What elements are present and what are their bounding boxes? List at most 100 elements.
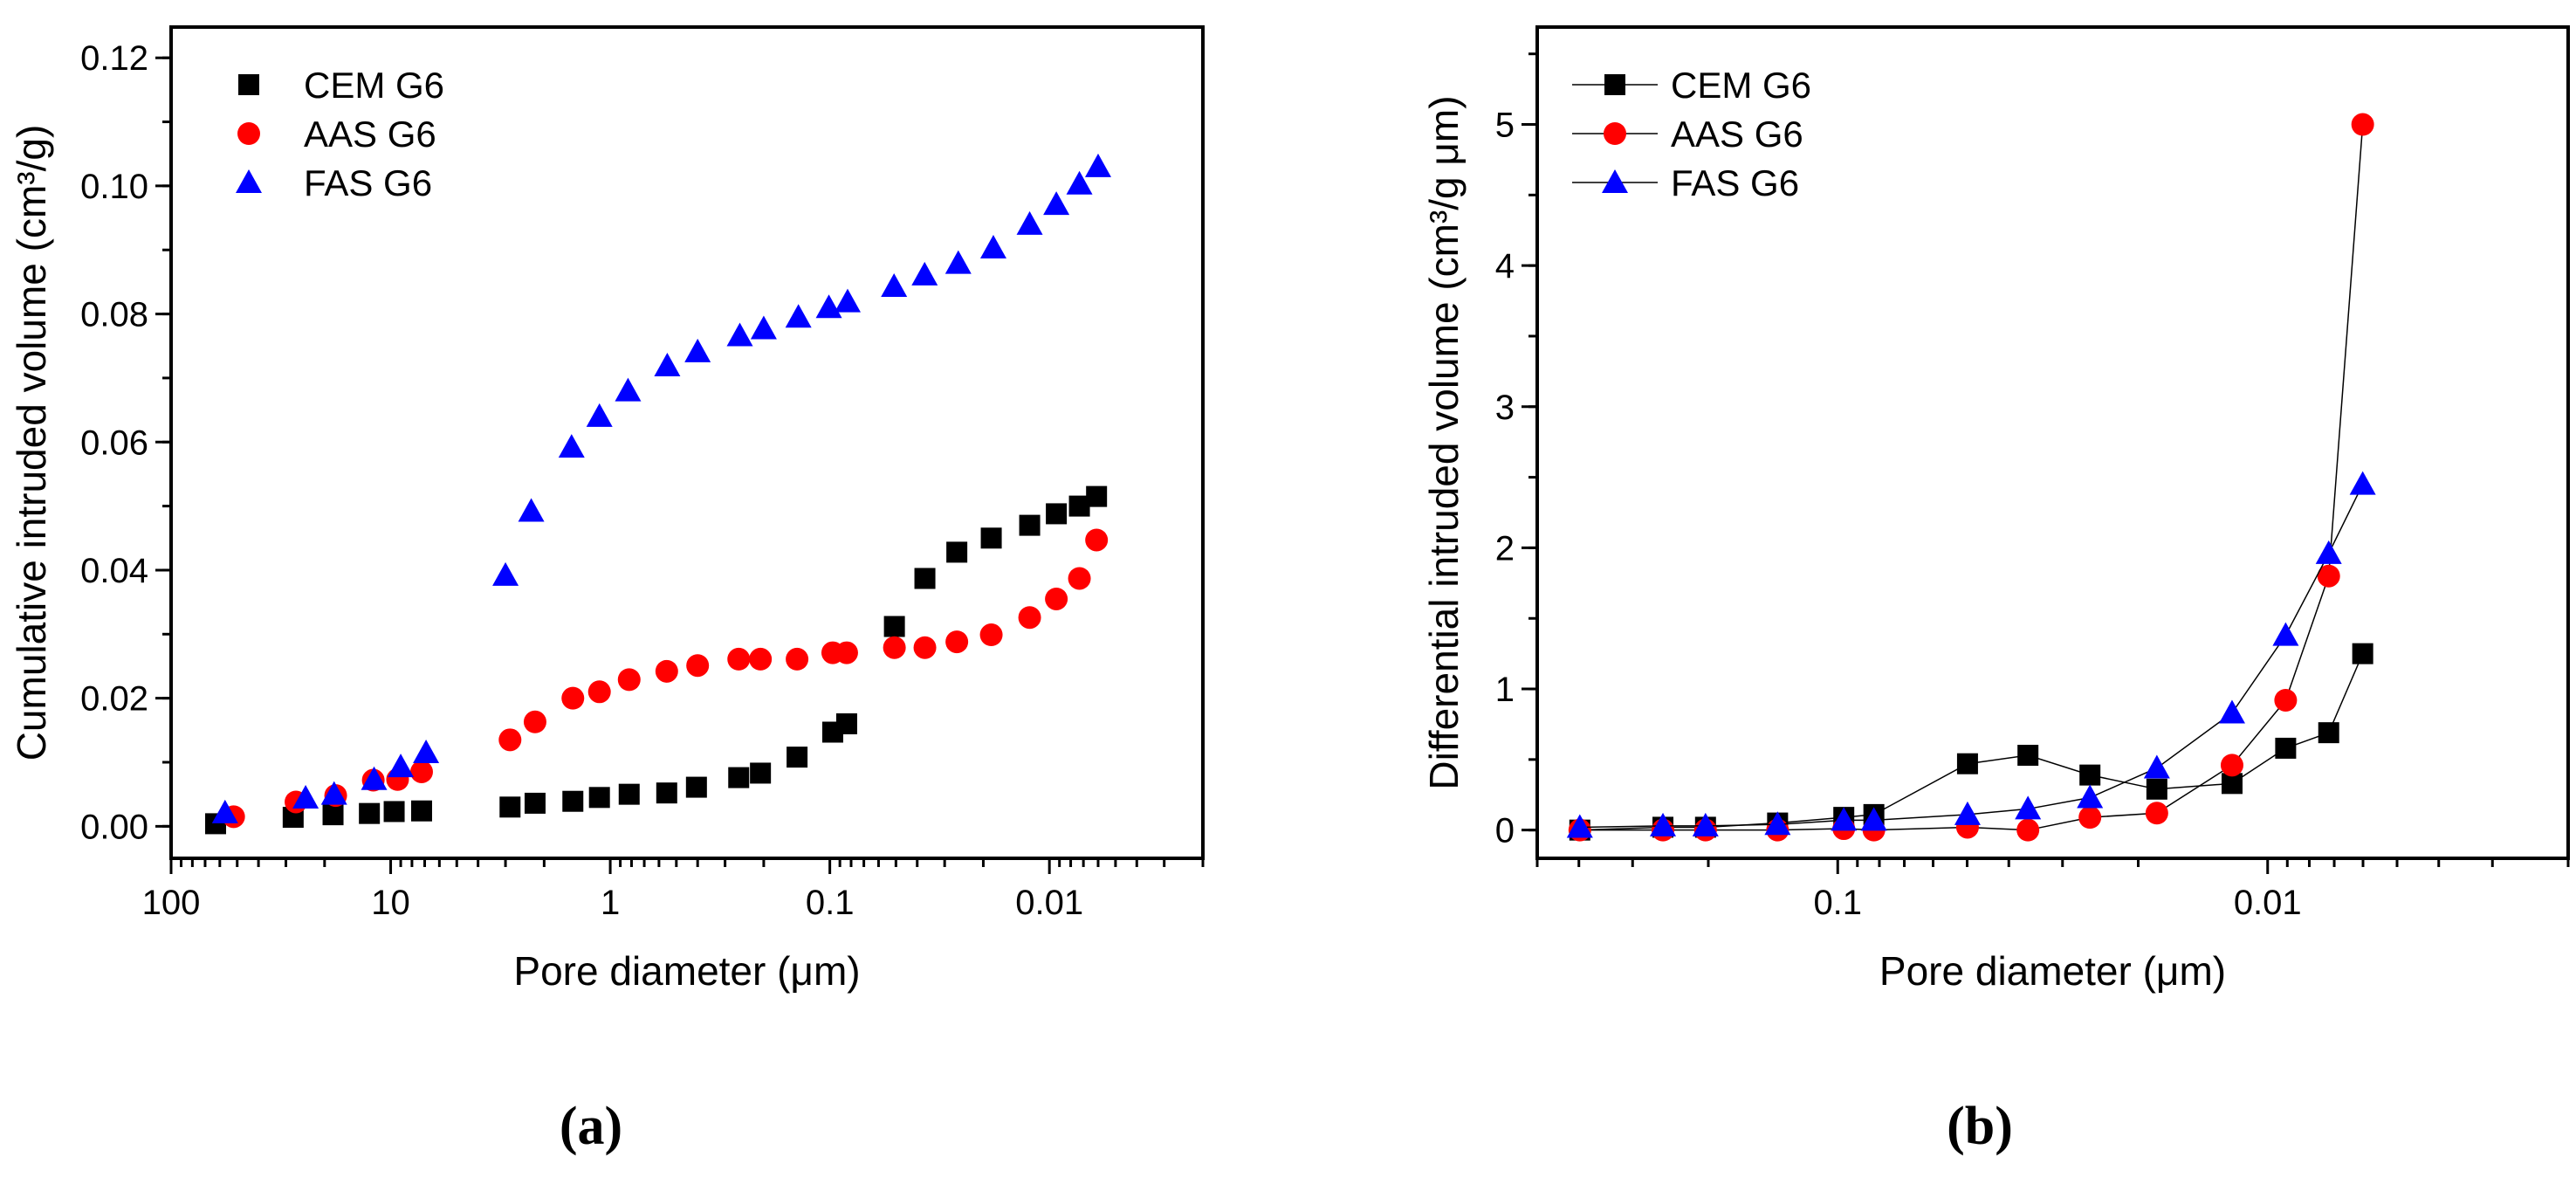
- data-point: [1650, 812, 1677, 836]
- y-tick-label: 0.12: [80, 39, 148, 78]
- legend-marker: [236, 169, 262, 193]
- legend-item: CEM G6: [1572, 65, 1811, 106]
- y-tick-label: 0.04: [80, 552, 148, 590]
- data-point: [2275, 737, 2297, 759]
- series-line: [1579, 124, 2364, 831]
- data-point: [914, 568, 936, 589]
- data-point: [980, 527, 1002, 549]
- data-point: [499, 796, 521, 818]
- data-point: [2272, 622, 2299, 646]
- data-point: [322, 804, 344, 826]
- data-point: [786, 647, 809, 671]
- data-point: [2145, 802, 2168, 825]
- y-tick-label: 1: [1495, 671, 1515, 709]
- data-point: [292, 785, 319, 809]
- y-tick-label: 5: [1495, 107, 1515, 145]
- data-point: [1046, 503, 1068, 525]
- data-point: [945, 630, 969, 654]
- x-tick-label: 0.1: [1813, 884, 1862, 922]
- data-point: [618, 783, 640, 805]
- data-point: [913, 636, 937, 659]
- data-point: [1954, 801, 1981, 825]
- data-point: [561, 686, 585, 710]
- data-point: [413, 739, 440, 763]
- legend-item: AAS G6: [1572, 114, 1803, 155]
- legend-marker: [1602, 169, 1628, 193]
- data-point: [979, 623, 1003, 647]
- data-point: [1086, 485, 1108, 507]
- data-point: [1831, 807, 1858, 831]
- data-point: [361, 766, 388, 790]
- y-tick-label: 0: [1495, 812, 1515, 850]
- data-point: [1566, 814, 1593, 838]
- data-point: [2221, 773, 2243, 795]
- data-point: [409, 760, 433, 783]
- data-point: [1019, 514, 1041, 536]
- data-point: [1956, 753, 1978, 774]
- legend-label: CEM G6: [1671, 65, 1811, 106]
- data-point: [1016, 210, 1043, 235]
- x-axis-title: Pore diameter (μm): [1879, 948, 2226, 994]
- data-point: [881, 273, 908, 298]
- y-tick-label: 0.08: [80, 296, 148, 334]
- data-point: [727, 647, 751, 671]
- data-point: [1860, 807, 1887, 831]
- data-point: [684, 338, 711, 362]
- plot-frame: [1535, 25, 2570, 860]
- data-point: [728, 767, 750, 788]
- legend-marker: [1604, 74, 1625, 95]
- data-point: [750, 762, 772, 784]
- x-tick-label: 10: [371, 884, 410, 922]
- data-point: [1018, 606, 1041, 630]
- series-aas-g6: [1568, 113, 2374, 842]
- y-tick-label: 2: [1495, 529, 1515, 568]
- legend-item: AAS G6: [237, 114, 436, 155]
- data-point: [2315, 540, 2342, 564]
- data-point: [2078, 806, 2102, 829]
- data-point: [2079, 764, 2101, 786]
- series-line: [1579, 653, 2364, 831]
- data-point: [1085, 528, 1109, 552]
- data-point: [2317, 564, 2340, 588]
- data-point: [1692, 812, 1719, 836]
- data-point: [2218, 699, 2245, 724]
- data-point: [558, 434, 585, 458]
- legend-label: AAS G6: [304, 114, 436, 155]
- data-point: [1084, 153, 1111, 177]
- legend-item: FAS G6: [236, 162, 432, 203]
- data-point: [524, 792, 546, 814]
- data-point: [2146, 778, 2167, 800]
- x-axis-title: Pore diameter (μm): [513, 948, 860, 994]
- y-tick-label: 3: [1495, 389, 1515, 427]
- series-fas-g6: [1566, 471, 2376, 838]
- data-point: [726, 322, 753, 347]
- chart-panel-a: 100 10 1 0.1 0.01 0.00 0.02 0.04 0.06 0.08 0.10 0.1…: [9, 25, 1205, 1156]
- data-point: [686, 654, 710, 678]
- data-point: [410, 800, 432, 822]
- data-point: [359, 802, 381, 824]
- data-point: [883, 636, 906, 659]
- legend-marker: [238, 74, 259, 95]
- data-point: [979, 235, 1006, 259]
- data-point: [498, 728, 522, 752]
- data-point: [1764, 811, 1791, 836]
- x-tick-label: 0.01: [2234, 884, 2302, 922]
- data-point: [785, 304, 812, 328]
- data-point: [320, 781, 347, 805]
- data-point: [615, 377, 642, 402]
- data-point: [383, 801, 405, 823]
- series-line: [1579, 484, 2364, 829]
- legend-label: FAS G6: [304, 162, 432, 203]
- series-fas-g6: [211, 153, 1111, 823]
- y-tick-label: 4: [1495, 247, 1515, 286]
- data-point: [586, 403, 613, 427]
- data-point: [2015, 795, 2042, 820]
- data-point: [1068, 567, 1091, 590]
- data-point: [588, 787, 610, 809]
- data-point: [2016, 818, 2040, 842]
- legend-marker: [237, 122, 260, 145]
- legend-item: CEM G6: [238, 65, 444, 106]
- chart-panel-b: 0.1 0.01 0 1 2 3 4 5 Pore diameter (μm) Different…: [1421, 25, 2570, 1156]
- legend-item: FAS G6: [1572, 162, 1799, 203]
- data-point: [655, 659, 678, 683]
